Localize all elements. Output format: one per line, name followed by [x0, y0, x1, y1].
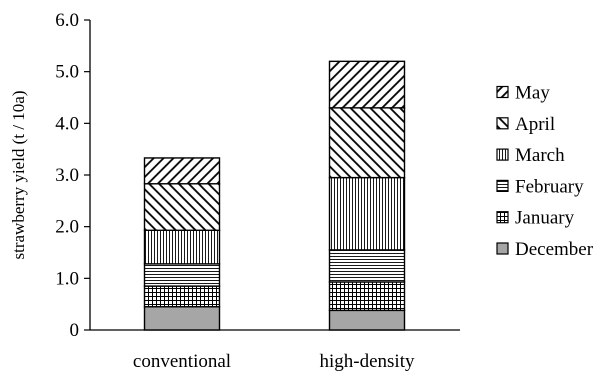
y-ticks: 0 1.0 2.0 3.0 4.0 5.0 6.0 — [55, 10, 90, 341]
bar-segment-march-conventional — [143, 229, 221, 265]
legend-label-december: December — [515, 239, 594, 260]
bar-segment-april-conventional — [143, 183, 221, 231]
bar-segment-march-high-density — [328, 176, 406, 251]
legend-swatch-march — [496, 148, 509, 161]
y-tick-label: 2.0 — [55, 217, 79, 238]
legend-label-april: April — [515, 114, 555, 135]
legend-swatch-may — [496, 85, 509, 99]
legend: May April March February January December — [496, 83, 594, 260]
bar-segment-april-high-density — [328, 107, 406, 179]
category-labels: conventional high-density — [133, 351, 415, 372]
category-label-high-density: high-density — [320, 351, 415, 372]
category-label-conventional: conventional — [133, 351, 231, 372]
bar-segment-january-high-density — [328, 281, 406, 312]
bar-segment-december-high-density — [328, 309, 406, 331]
bar-segment-january-conventional — [143, 285, 221, 308]
y-tick-label: 4.0 — [55, 113, 79, 134]
legend-swatch-december — [496, 242, 509, 255]
legend-swatch-january — [496, 211, 509, 224]
y-tick-label: 0 — [70, 320, 80, 341]
bar-segment-may-conventional — [143, 157, 221, 185]
bar-segment-december-conventional — [143, 306, 221, 331]
y-tick-label: 3.0 — [55, 165, 79, 186]
legend-swatch-april — [496, 117, 509, 130]
y-tick-label: 1.0 — [55, 268, 79, 289]
bar-segment-february-conventional — [143, 263, 221, 287]
y-axis-title-group: strawberry yield (t / 10a) — [9, 91, 28, 260]
legend-label-march: March — [515, 145, 565, 166]
bars — [143, 60, 406, 331]
legend-label-may: May — [515, 83, 550, 104]
bar-segment-february-high-density — [328, 249, 406, 283]
y-tick-label: 6.0 — [55, 10, 79, 31]
legend-label-february: February — [515, 176, 584, 197]
y-axis-title: strawberry yield (t / 10a) — [9, 91, 28, 260]
legend-label-january: January — [515, 208, 575, 229]
bar-segment-may-high-density — [328, 60, 406, 109]
legend-swatch-february — [496, 179, 509, 192]
y-tick-label: 5.0 — [55, 62, 79, 83]
